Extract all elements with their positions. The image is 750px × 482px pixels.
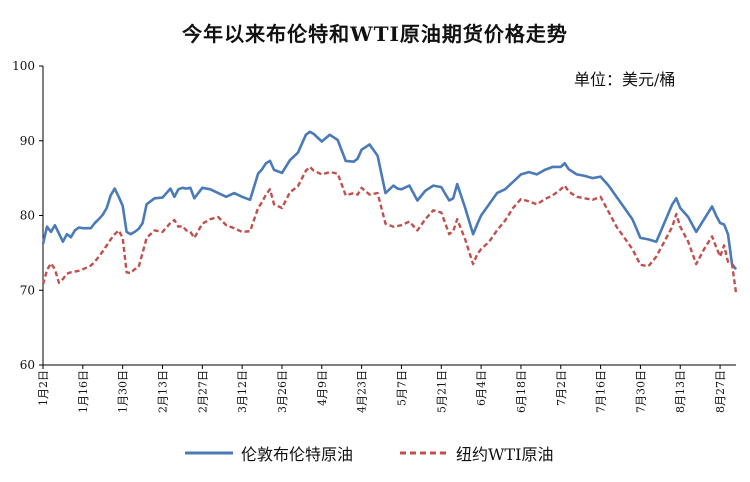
unit-label: 单位：美元/桶 xyxy=(574,70,676,89)
x-tick-label: 4月23日 xyxy=(356,370,369,413)
legend-item-wti: 纽约WTI原油 xyxy=(400,441,553,465)
x-tick-label: 5月21日 xyxy=(435,370,448,413)
legend-label-brent: 伦敦布伦特原油 xyxy=(241,445,354,464)
legend-swatch-wti xyxy=(400,451,448,455)
y-tick-label: 60 xyxy=(20,358,35,372)
x-tick-label: 8月27日 xyxy=(714,370,727,413)
legend-label-wti: 纽约WTI原油 xyxy=(456,445,554,464)
y-tick-label: 90 xyxy=(20,134,35,148)
x-tick-label: 2月13日 xyxy=(156,370,169,413)
x-tick-label: 2月27日 xyxy=(196,370,209,413)
x-tick-label: 8月13日 xyxy=(674,370,687,413)
y-tick-label: 100 xyxy=(12,59,35,73)
legend: 伦敦布伦特原油 纽约WTI原油 xyxy=(0,441,750,465)
x-tick-label: 1月16日 xyxy=(77,370,90,413)
x-tick-label: 7月16日 xyxy=(595,370,608,413)
y-tick-label: 70 xyxy=(20,283,35,297)
x-tick-label: 4月9日 xyxy=(316,370,329,406)
x-tick-label: 3月12日 xyxy=(236,370,249,413)
x-tick-label: 7月30日 xyxy=(634,370,647,413)
x-tick-label: 1月30日 xyxy=(117,370,130,413)
line-chart: 60 70 80 90 100 1月2日 1月16日 1月30日 2月13日 2月27日 3月12日… xyxy=(12,59,738,413)
x-tick-label: 1月2日 xyxy=(37,370,50,406)
x-tick-label: 6月4日 xyxy=(475,370,488,406)
x-tick-label: 5月7日 xyxy=(395,370,408,406)
x-tick-label: 7月2日 xyxy=(555,370,568,406)
legend-swatch-brent xyxy=(185,451,233,455)
series-line-brent xyxy=(41,130,738,271)
y-tick-label: 80 xyxy=(20,209,35,223)
x-tick-label: 6月18日 xyxy=(515,370,528,413)
chart-title: 今年以来布伦特和WTI原油期货价格走势 xyxy=(182,22,568,46)
x-tick-label: 3月26日 xyxy=(276,370,289,413)
series-line-wti xyxy=(41,165,738,293)
legend-item-brent: 伦敦布伦特原油 xyxy=(185,441,353,465)
